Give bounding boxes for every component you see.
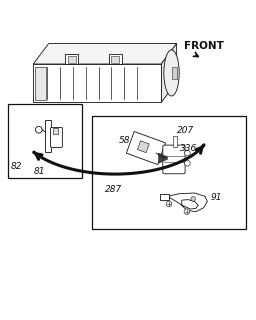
Bar [172,67,177,79]
Circle shape [185,150,190,156]
Text: 287: 287 [105,185,123,194]
Text: 336: 336 [179,144,197,153]
Polygon shape [137,141,149,153]
Bar [8,104,82,178]
Circle shape [184,209,190,214]
Polygon shape [168,193,207,212]
Ellipse shape [164,50,179,96]
Text: 91: 91 [211,193,222,202]
Polygon shape [68,56,76,63]
Text: 82: 82 [11,162,22,171]
Bar [53,128,58,133]
Polygon shape [65,54,78,64]
Circle shape [166,201,172,207]
Bar [173,136,177,147]
Polygon shape [109,54,122,64]
FancyBboxPatch shape [163,145,185,174]
Polygon shape [126,132,165,164]
Polygon shape [33,64,161,102]
Circle shape [35,126,42,133]
Bar [92,116,246,229]
Bar [160,194,169,200]
Bar [46,119,51,151]
Circle shape [191,196,196,201]
Text: FRONT: FRONT [184,41,223,51]
Polygon shape [33,44,177,64]
Text: 81: 81 [34,167,45,176]
Text: 207: 207 [177,126,194,135]
Polygon shape [111,56,119,63]
FancyBboxPatch shape [51,127,62,148]
Circle shape [185,160,190,166]
Polygon shape [158,153,167,163]
Polygon shape [161,44,177,102]
Text: 58: 58 [119,136,130,145]
Bar [35,67,46,100]
